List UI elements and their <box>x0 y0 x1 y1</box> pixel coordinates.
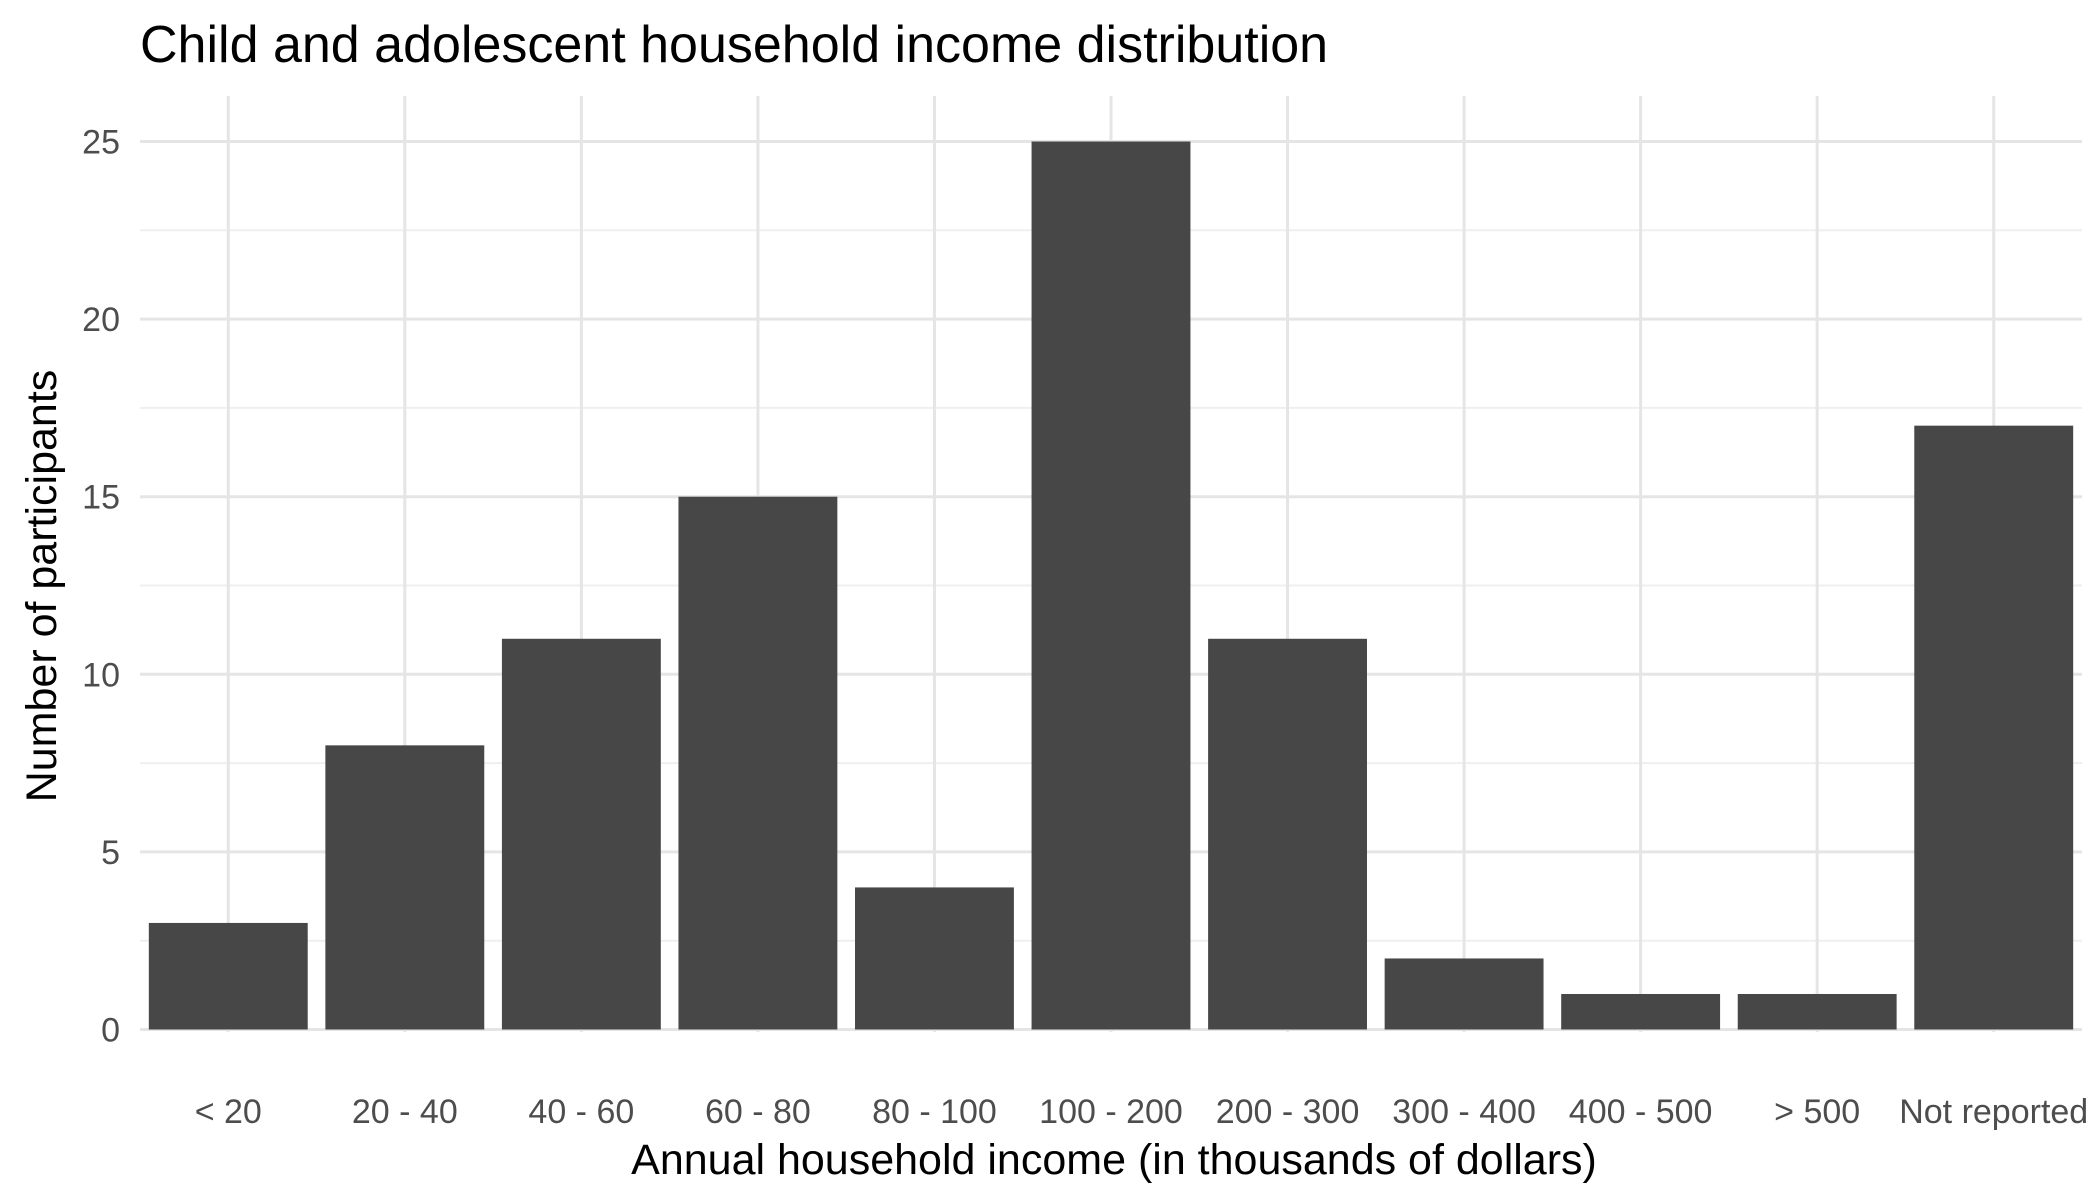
x-tick-label: 400 - 500 <box>1569 1093 1713 1131</box>
x-tick-label: 300 - 400 <box>1392 1093 1536 1131</box>
bar <box>678 496 838 1030</box>
x-tick-label: 200 - 300 <box>1216 1093 1360 1131</box>
y-axis-ticks: 0 5 10 15 20 25 <box>82 124 120 1050</box>
bars <box>148 141 2074 1030</box>
y-tick-label: 25 <box>82 124 120 162</box>
y-tick-label: 0 <box>101 1012 120 1050</box>
bar <box>855 887 1014 1030</box>
bar <box>501 638 661 1030</box>
bar <box>1914 425 2074 1030</box>
x-tick-label: 100 - 200 <box>1039 1093 1183 1131</box>
bar <box>1737 993 1897 1030</box>
x-tick-label: 80 - 100 <box>872 1093 997 1131</box>
x-axis-ticks: < 20 20 - 40 40 - 60 60 - 80 80 - 100 100 - 2… <box>195 1093 2089 1131</box>
bar <box>325 745 485 1030</box>
bar <box>1031 141 1191 1030</box>
y-tick-label: 20 <box>82 301 120 339</box>
bar <box>1561 993 1721 1030</box>
y-tick-label: 5 <box>101 834 120 872</box>
x-tick-label: > 500 <box>1774 1093 1860 1131</box>
y-axis-title: Number of participants <box>18 370 66 803</box>
x-tick-label: Not reported <box>1899 1093 2088 1131</box>
chart-title: Child and adolescent household income di… <box>140 16 1328 74</box>
x-tick-label: < 20 <box>195 1093 262 1131</box>
y-tick-label: 10 <box>82 656 120 694</box>
x-tick-label: 20 - 40 <box>352 1093 458 1131</box>
bar <box>148 922 308 1030</box>
bar <box>1208 638 1367 1030</box>
x-axis-title: Annual household income (in thousands of… <box>631 1136 1597 1184</box>
bar <box>1384 958 1544 1030</box>
y-tick-label: 15 <box>82 479 120 517</box>
x-tick-label: 40 - 60 <box>528 1093 634 1131</box>
x-tick-label: 60 - 80 <box>705 1093 811 1131</box>
